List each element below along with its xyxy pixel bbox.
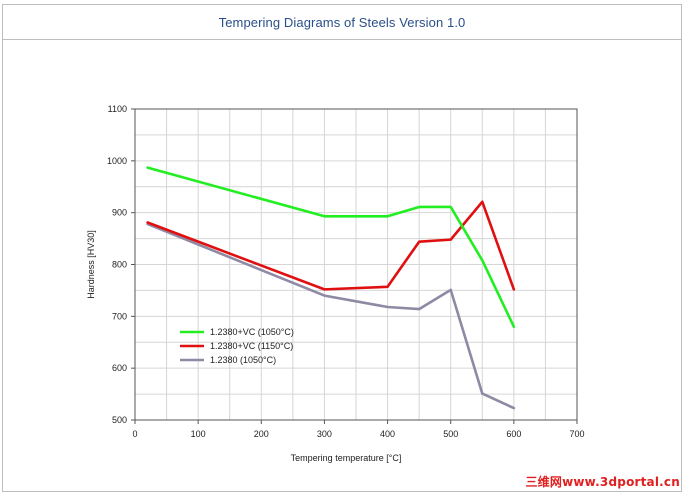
y-tick-label: 600: [112, 363, 127, 373]
series-line: [146, 166, 516, 329]
x-tick-label: 200: [254, 429, 269, 439]
x-tick-label: 100: [191, 429, 206, 439]
x-tick-label: 600: [506, 429, 521, 439]
y-tick-label: 1000: [107, 156, 127, 166]
y-tick-label: 800: [112, 260, 127, 270]
x-tick-label: 300: [317, 429, 332, 439]
y-tick-label: 1100: [108, 104, 127, 114]
x-tick-label: 700: [569, 429, 584, 439]
app-window: Tempering Diagrams of Steels Version 1.0: [2, 4, 682, 492]
series-line: [146, 222, 516, 410]
axis-ticks: 0 100 200 300 400 500 600 700 500 600 700 800 900 100…: [107, 104, 585, 439]
x-tick-label: 400: [380, 429, 395, 439]
title-bar: Tempering Diagrams of Steels Version 1.0: [3, 5, 681, 40]
grid: [134, 108, 578, 421]
y-tick-label: 700: [112, 311, 127, 321]
watermark-text: 三维网www.3dportal.cn: [525, 475, 680, 489]
legend-label: 1.2380+VC (1150°C): [210, 341, 293, 351]
series-line: [146, 200, 516, 291]
legend-label: 1.2380 (1050°C): [210, 355, 276, 365]
series-lines: [146, 166, 516, 410]
y-tick-label: 900: [112, 208, 127, 218]
legend-label: 1.2380+VC (1050°C): [210, 327, 294, 337]
y-tick-label: 500: [112, 415, 127, 425]
x-tick-label: 0: [132, 429, 137, 439]
y-axis-title: Hardness [HV30]: [86, 230, 96, 299]
legend: 1.2380+VC (1050°C) 1.2380+VC (1150°C) 1.23…: [180, 327, 294, 365]
x-tick-label: 500: [443, 429, 458, 439]
window-title: Tempering Diagrams of Steels Version 1.0: [218, 14, 466, 30]
x-axis-title: Tempering temperature [°C]: [291, 453, 402, 463]
